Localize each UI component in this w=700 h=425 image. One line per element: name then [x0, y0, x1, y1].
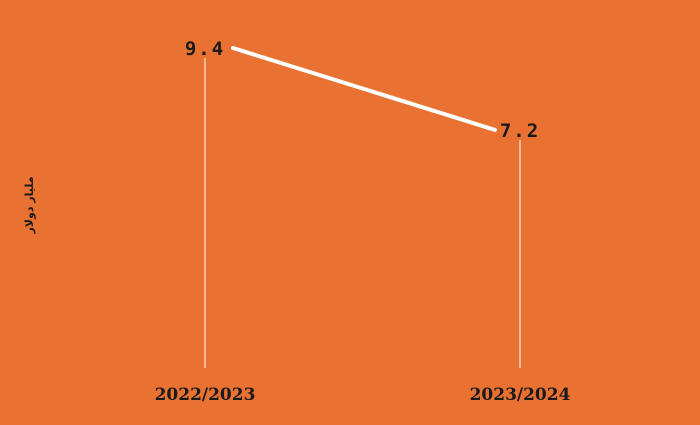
data-label-1: 9.4: [185, 38, 225, 60]
drop-lines: [204, 58, 521, 368]
x-tick-label-1: 2022/2023: [155, 385, 256, 405]
series-line: [231, 46, 497, 132]
data-labels: 9.4 7.2: [185, 38, 540, 142]
x-axis-tick-labels: 2022/2023 2023/2024: [155, 385, 571, 405]
data-label-2: 7.2: [500, 120, 540, 142]
series-line-group: [231, 46, 497, 132]
y-axis-title: مليار دولار: [23, 176, 36, 234]
x-tick-label-2: 2023/2024: [470, 385, 571, 405]
